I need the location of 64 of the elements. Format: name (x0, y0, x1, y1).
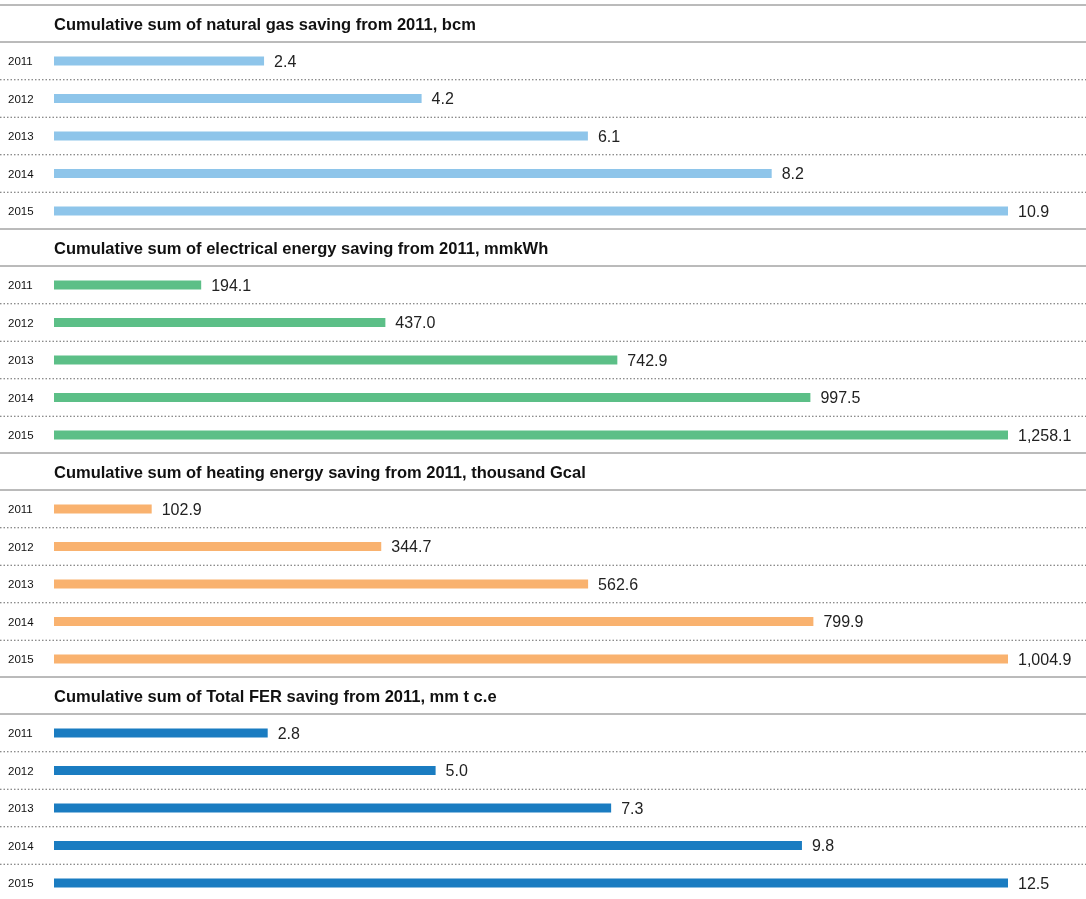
y-tick-label: 2011 (8, 279, 33, 291)
bar (54, 617, 814, 626)
data-label: 10.9 (1018, 202, 1050, 220)
bar (54, 841, 802, 850)
y-tick-label: 2014 (8, 839, 35, 852)
y-tick-label: 2012 (8, 540, 34, 553)
chart-title: Cumulative sum of electrical energy saving from 2011, mmkWh (54, 239, 549, 257)
data-label: 12.5 (1018, 874, 1050, 892)
y-tick-label: 2013 (8, 130, 34, 142)
data-label: 344.7 (391, 538, 432, 555)
y-tick-label: 2014 (8, 167, 35, 180)
bar (54, 878, 1008, 888)
y-tick-label: 2015 (8, 205, 34, 217)
bar (54, 654, 1008, 664)
bar (54, 131, 588, 141)
bar (54, 206, 1008, 216)
bar (54, 504, 152, 514)
data-label: 799.9 (823, 613, 864, 630)
data-label: 2.4 (274, 52, 297, 70)
data-label: 8.2 (781, 165, 805, 182)
bar (54, 280, 202, 290)
chart-title: Cumulative sum of Total FER saving from 2011, mm t c.e (54, 687, 497, 705)
data-label: 5.0 (445, 762, 468, 779)
data-label: 742.9 (627, 351, 668, 369)
y-tick-label: 2014 (8, 391, 35, 404)
y-tick-label: 2013 (8, 802, 34, 814)
data-label: 6.1 (597, 127, 621, 145)
data-label: 1,258.1 (1018, 426, 1072, 444)
bar (54, 56, 265, 66)
y-tick-label: 2012 (8, 316, 34, 329)
y-tick-label: 2011 (8, 727, 33, 739)
data-label: 1,004.9 (1018, 650, 1072, 668)
y-tick-label: 2014 (8, 615, 35, 628)
data-label: 9.8 (811, 837, 835, 854)
y-tick-label: 2012 (8, 764, 34, 777)
data-label: 997.5 (820, 389, 861, 406)
bar (54, 169, 772, 178)
chart-title: Cumulative sum of heating energy saving from 2011, thousand Gcal (54, 463, 586, 481)
bar (54, 393, 811, 402)
y-tick-label: 2011 (8, 55, 33, 67)
y-tick-label: 2012 (8, 92, 34, 105)
data-label: 4.2 (431, 90, 454, 107)
data-label: 562.6 (598, 575, 639, 593)
data-label: 437.0 (395, 314, 436, 331)
y-tick-label: 2015 (8, 877, 34, 889)
bar (54, 94, 422, 103)
bar (54, 318, 386, 327)
bar (54, 542, 382, 551)
y-tick-label: 2013 (8, 354, 34, 366)
data-label: 194.1 (211, 276, 252, 294)
y-tick-label: 2013 (8, 578, 34, 590)
bar (54, 766, 436, 775)
bar (54, 803, 612, 813)
bar (54, 728, 268, 738)
y-tick-label: 2015 (8, 653, 34, 665)
data-label: 102.9 (161, 500, 202, 518)
bar (54, 430, 1008, 440)
data-label: 2.8 (277, 724, 301, 742)
data-label: 7.3 (621, 799, 644, 817)
bar (54, 579, 589, 589)
y-tick-label: 2011 (8, 503, 33, 515)
y-tick-label: 2015 (8, 429, 34, 441)
bar (54, 355, 618, 365)
chart-title: Cumulative sum of natural gas saving from 2011, bcm (54, 15, 476, 33)
